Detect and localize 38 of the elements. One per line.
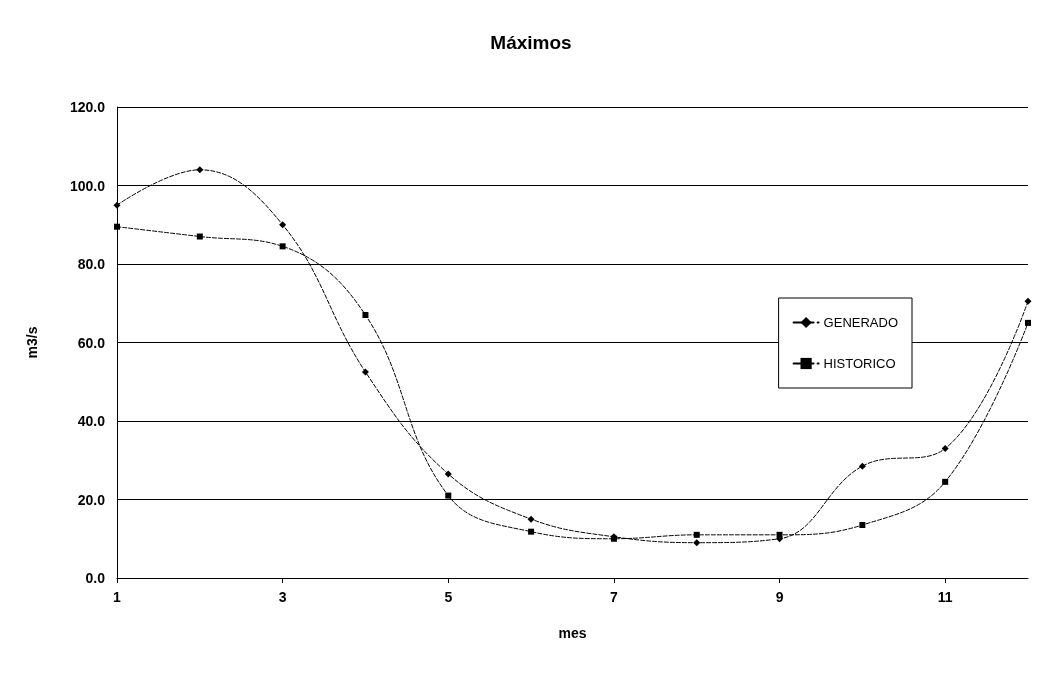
point xyxy=(527,515,535,523)
x-tick-label: 1 xyxy=(113,589,122,605)
y-tick-label: 100.0 xyxy=(69,177,106,194)
legend-label: HISTORICO xyxy=(823,356,896,371)
point xyxy=(528,528,535,535)
point xyxy=(942,478,949,485)
chart-title: Máximos xyxy=(490,32,572,53)
x-tick-label: 5 xyxy=(444,589,453,605)
point xyxy=(114,223,120,230)
point xyxy=(941,444,949,452)
point xyxy=(858,462,866,470)
point xyxy=(279,243,286,250)
point xyxy=(113,201,121,209)
y-tick-label: 60.0 xyxy=(77,334,106,351)
y-tick-label: 40.0 xyxy=(77,413,106,429)
y-tick-label: 0.0 xyxy=(85,570,106,586)
point xyxy=(859,522,866,529)
x-tick-label: 11 xyxy=(937,589,953,605)
legend-label: GENERADO xyxy=(823,315,899,330)
y-axis-title: m3/s xyxy=(24,326,40,359)
point xyxy=(196,233,203,240)
point xyxy=(1025,319,1031,326)
x-axis-title: mes xyxy=(558,625,587,641)
point xyxy=(196,166,204,174)
point xyxy=(693,539,701,547)
point xyxy=(693,531,700,538)
point xyxy=(445,492,452,499)
point xyxy=(279,221,287,229)
point xyxy=(444,470,452,478)
point xyxy=(362,312,369,319)
x-tick-label: 9 xyxy=(775,589,784,605)
point xyxy=(361,368,369,376)
x-tick-label: 7 xyxy=(610,589,619,605)
x-tick-label: 3 xyxy=(278,589,287,605)
point xyxy=(1024,297,1032,305)
y-tick-label: 120.0 xyxy=(69,99,106,115)
y-tick-label: 80.0 xyxy=(77,256,106,272)
y-tick-label: 20.0 xyxy=(77,491,106,508)
